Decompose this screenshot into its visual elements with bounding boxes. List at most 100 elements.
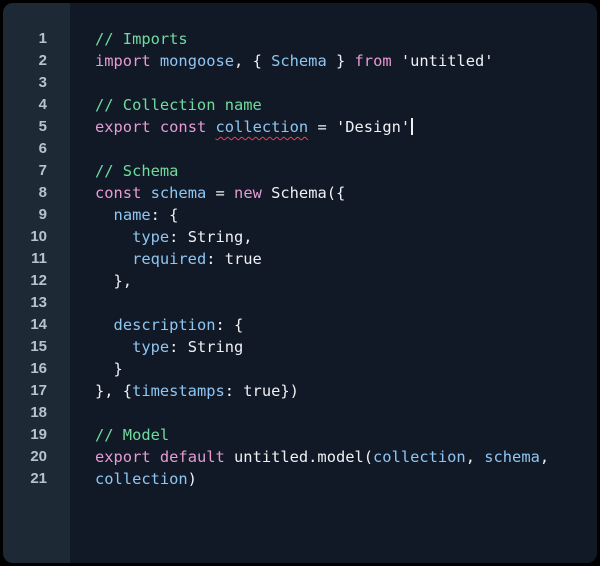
line-number: 18	[30, 404, 47, 421]
code-line[interactable]: 13	[3, 292, 597, 314]
text-token	[95, 250, 132, 268]
ident-token: name	[113, 206, 151, 224]
error-token: collection	[215, 118, 309, 136]
line-number-gutter	[3, 3, 70, 563]
text-token: }, {	[95, 382, 133, 400]
line-number: 13	[30, 294, 47, 311]
text-token: untitled.model(	[224, 448, 374, 466]
code-editor[interactable]: 1 // Imports 2 import mongoose, { Schema } …	[3, 3, 597, 563]
code-line[interactable]: 2 import mongoose, { Schema } from 'untit…	[3, 50, 597, 72]
line-number: 16	[30, 360, 47, 377]
keyword-token: new	[234, 184, 262, 202]
text-token: : {	[215, 316, 244, 334]
line-number: 17	[30, 382, 47, 399]
ident-token: description	[113, 316, 216, 334]
keyword-token: import	[95, 52, 151, 70]
code-text: export default untitled.model(collection…	[95, 446, 549, 468]
text-token: }	[95, 360, 123, 378]
code-line[interactable]: 7 // Schema	[3, 160, 597, 182]
code-line[interactable]: 14 description: {	[3, 314, 597, 336]
line-number: 14	[30, 316, 47, 333]
code-line[interactable]: 3	[3, 72, 597, 94]
keyword-token: const	[95, 184, 142, 202]
text-token	[95, 206, 114, 224]
ident-token: collection	[95, 470, 188, 488]
keyword-token: export	[95, 118, 151, 136]
code-line[interactable]: 16 }	[3, 358, 597, 380]
text-token	[141, 184, 150, 202]
code-line[interactable]: 8 const schema = new Schema({	[3, 182, 597, 204]
code-line[interactable]: 20 export default untitled.model(collecti…	[3, 446, 597, 468]
text-token: }	[326, 52, 355, 70]
text-token: , {	[234, 52, 272, 70]
keyword-token: from	[354, 52, 392, 70]
code-text: type: String,	[95, 226, 252, 248]
code-text: required: true	[95, 248, 262, 270]
line-number: 15	[30, 338, 47, 355]
line-number: 7	[38, 162, 47, 179]
code-line[interactable]: 18	[3, 402, 597, 424]
ident-token: schema	[484, 448, 540, 466]
code-text: // Imports	[95, 28, 188, 50]
code-text: export const collection = 'Design'	[95, 116, 413, 138]
text-token: : true	[206, 250, 262, 268]
code-line[interactable]: 6	[3, 138, 597, 160]
code-text: // Schema	[95, 160, 178, 182]
line-number: 20	[30, 448, 47, 465]
line-number: 11	[31, 250, 47, 267]
code-line[interactable]: 17}, {timestamps: true})	[3, 380, 597, 402]
text-token	[95, 338, 132, 356]
ident-token: type	[132, 228, 170, 246]
code-line[interactable]: 4 // Collection name	[3, 94, 597, 116]
code-text: },	[95, 270, 133, 292]
text-token: =	[206, 184, 235, 202]
keyword-token: default	[159, 448, 225, 466]
code-text: }	[95, 358, 123, 380]
code-line[interactable]: 10 type: String,	[3, 226, 597, 248]
code-line[interactable]: 19 // Model	[3, 424, 597, 446]
comment-token: // Imports	[95, 30, 188, 48]
text-token	[151, 448, 160, 466]
text-token	[151, 118, 160, 136]
text-token	[151, 52, 160, 70]
line-number: 4	[38, 96, 47, 113]
text-token	[206, 118, 215, 136]
text-token: },	[95, 272, 133, 290]
line-number: 12	[30, 272, 47, 289]
text-token: ,	[465, 448, 485, 466]
code-line[interactable]: 5 export const collection = 'Design'	[3, 116, 597, 138]
code-text: name: {	[95, 204, 179, 226]
text-token: )	[187, 470, 197, 488]
code-line[interactable]: 15 type: String	[3, 336, 597, 358]
code-lines[interactable]: 1 // Imports 2 import mongoose, { Schema } …	[3, 28, 597, 490]
ident-token: collection	[373, 448, 466, 466]
code-line[interactable]: 12 },	[3, 270, 597, 292]
line-number: 19	[30, 426, 47, 443]
keyword-token: const	[159, 118, 207, 136]
text-token: : String	[169, 338, 244, 356]
line-number: 9	[38, 206, 47, 223]
line-number: 21	[30, 470, 47, 487]
code-line[interactable]: 9 name: {	[3, 204, 597, 226]
ident-token: timestamps	[132, 382, 225, 400]
ident-token: type	[132, 338, 170, 356]
text-token: Schema({	[261, 184, 346, 202]
keyword-token: export	[95, 448, 151, 466]
line-number: 8	[38, 184, 47, 201]
code-text: collection)	[95, 468, 197, 490]
code-line[interactable]: 1 // Imports	[3, 28, 597, 50]
code-text: import mongoose, { Schema } from 'untitl…	[95, 50, 494, 72]
line-number: 10	[30, 228, 47, 245]
comment-token: // Schema	[95, 162, 179, 180]
ident-token: required	[132, 250, 207, 268]
code-line[interactable]: 11 required: true	[3, 248, 597, 270]
code-text: // Model	[95, 424, 169, 446]
code-line[interactable]: 21 collection)	[3, 468, 597, 490]
text-token: : {	[150, 206, 179, 224]
code-text: description: {	[95, 314, 244, 336]
comment-token: // Model	[95, 426, 170, 444]
code-text: const schema = new Schema({	[95, 182, 345, 204]
text-cursor	[411, 118, 413, 135]
line-number: 6	[38, 140, 47, 157]
code-text: type: String	[95, 336, 243, 358]
